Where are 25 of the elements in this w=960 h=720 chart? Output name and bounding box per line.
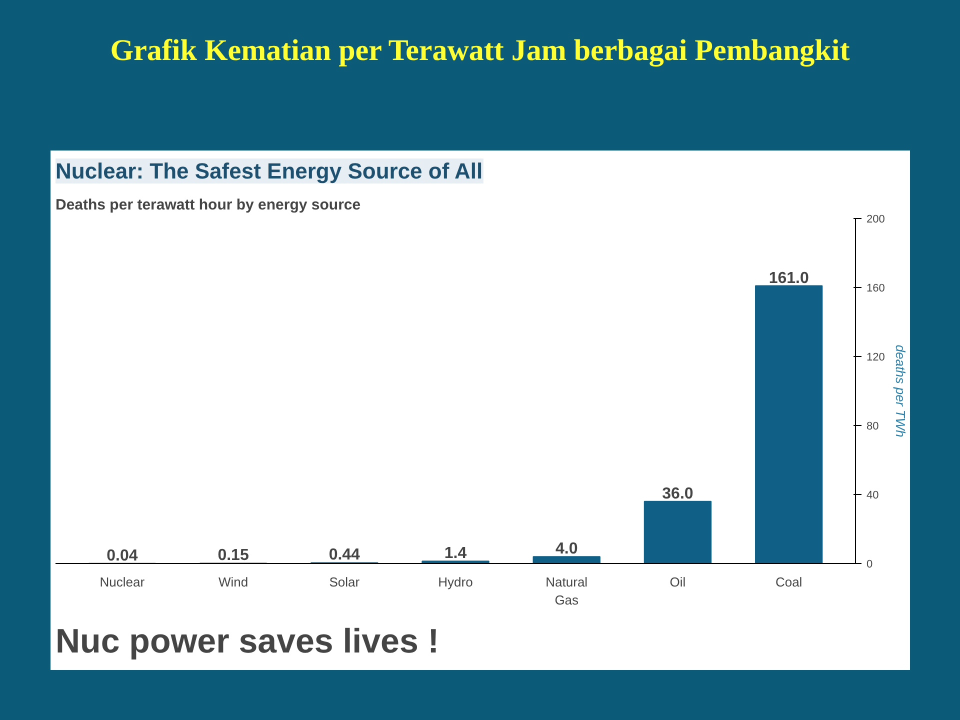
x-tick-label: Oil [670, 574, 686, 590]
y-tick-label: 0 [866, 558, 873, 570]
y-tick-label: 120 [866, 352, 885, 364]
data-label: 4.0 [555, 540, 578, 558]
data-label: 0.15 [218, 547, 249, 564]
x-tick-label: Natural Gas [546, 574, 588, 608]
chart-subtitle: Nuclear: The Safest Energy Source of All [56, 158, 483, 184]
x-tick-label: Solar [329, 574, 360, 590]
y-tick-label: 160 [866, 282, 885, 294]
y-tick-label: 80 [866, 420, 879, 432]
x-tick-label: Nuclear [100, 574, 146, 590]
text: Nuc power saves lives ! [56, 622, 440, 660]
y-tick-label: 200 [866, 214, 885, 226]
data-label: 36.0 [662, 485, 694, 502]
data-label: 161.0 [768, 270, 809, 287]
x-tick-label: Wind [218, 574, 248, 590]
x-tick-label: Hydro [438, 574, 473, 590]
data-label: 0.44 [328, 546, 360, 564]
data-label: 1.4 [444, 545, 467, 562]
text: Deaths per terawatt hour by energy source [56, 196, 361, 214]
chart-title: Grafik Kematian per Terawatt Jam berbagai Pembangkit [110, 33, 850, 69]
data-label: 0.04 [106, 547, 138, 564]
y2-axis-title: deaths per TWh [892, 344, 908, 438]
y-tick-label: 40 [866, 490, 879, 502]
x-tick-label: Coal [775, 574, 802, 590]
